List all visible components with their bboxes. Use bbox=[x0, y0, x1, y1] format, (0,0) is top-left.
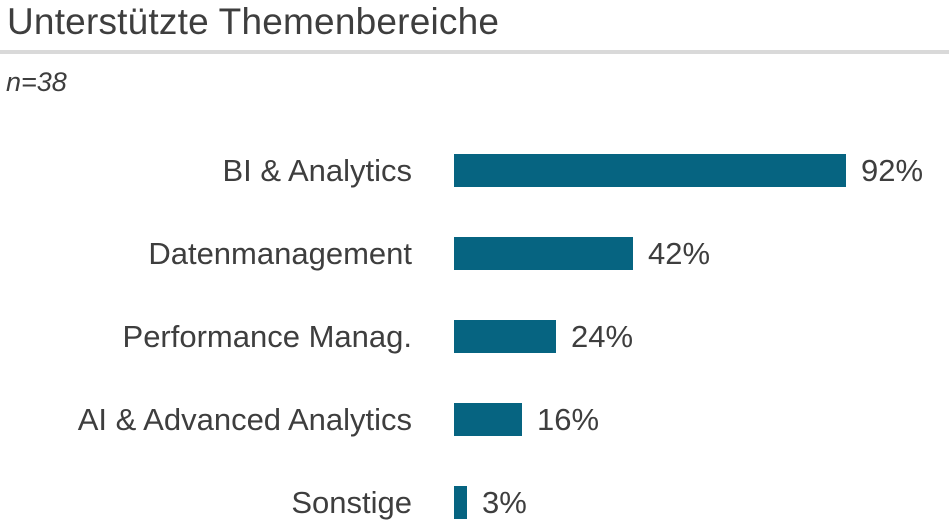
category-label: BI & Analytics bbox=[222, 153, 412, 188]
value-label: 3% bbox=[482, 485, 527, 520]
bar bbox=[454, 403, 522, 436]
category-label: Sonstige bbox=[291, 485, 412, 520]
bar-chart: BI & Analytics 92% Datenmanagement 42% P… bbox=[0, 154, 949, 525]
chart-row: Sonstige 3% bbox=[0, 486, 949, 519]
sample-size-note: n=38 bbox=[6, 67, 67, 97]
value-label: 92% bbox=[861, 153, 924, 188]
bar-area: 24% bbox=[454, 320, 633, 353]
value-label: 24% bbox=[571, 319, 634, 354]
value-label: 16% bbox=[537, 402, 600, 437]
bar bbox=[454, 320, 556, 353]
bar bbox=[454, 486, 467, 519]
value-label: 42% bbox=[648, 236, 711, 271]
bar-area: 3% bbox=[454, 486, 527, 519]
chart-row: Datenmanagement 42% bbox=[0, 237, 949, 270]
bar-area: 16% bbox=[454, 403, 599, 436]
chart-title: Unterstützte Themenbereiche bbox=[7, 1, 500, 42]
category-label: Datenmanagement bbox=[148, 236, 412, 271]
bar bbox=[454, 237, 633, 270]
chart-row: AI & Advanced Analytics 16% bbox=[0, 403, 949, 436]
title-divider bbox=[0, 50, 949, 54]
category-label: AI & Advanced Analytics bbox=[77, 402, 412, 437]
bar bbox=[454, 154, 846, 187]
bar-area: 92% bbox=[454, 154, 923, 187]
bar-area: 42% bbox=[454, 237, 710, 270]
category-label: Performance Manag. bbox=[122, 319, 412, 354]
chart-row: Performance Manag. 24% bbox=[0, 320, 949, 353]
chart-row: BI & Analytics 92% bbox=[0, 154, 949, 187]
